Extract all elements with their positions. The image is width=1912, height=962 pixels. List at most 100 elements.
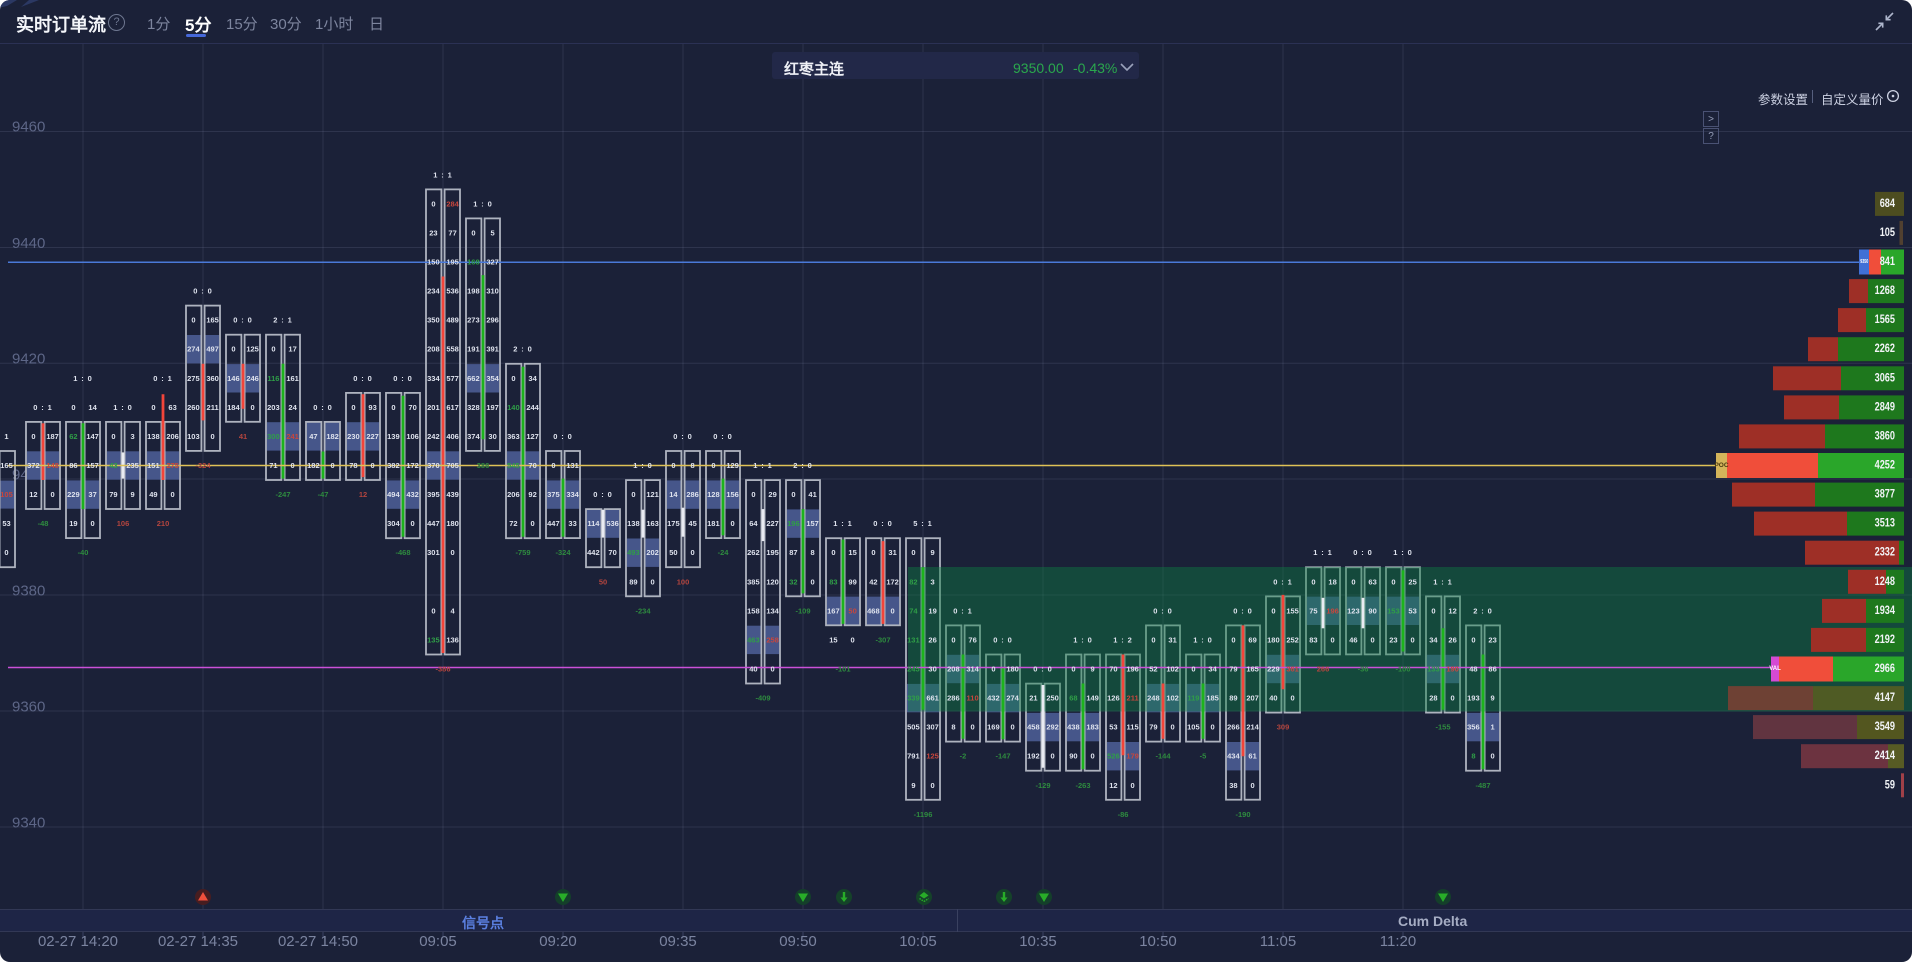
svg-text:1 : 0: 1 : 0 — [1193, 635, 1213, 644]
svg-text:439: 439 — [446, 490, 459, 499]
svg-text:68: 68 — [1069, 694, 1077, 703]
svg-text:-86: -86 — [1118, 810, 1129, 819]
svg-text:301: 301 — [427, 548, 440, 557]
svg-text:9340: 9340 — [12, 815, 45, 832]
svg-text:617: 617 — [446, 403, 459, 412]
svg-text:125: 125 — [246, 345, 259, 354]
svg-text:17: 17 — [288, 345, 296, 354]
svg-text:-109: -109 — [795, 606, 810, 615]
svg-text:360: 360 — [206, 374, 219, 383]
svg-text:120: 120 — [766, 577, 779, 586]
svg-text:0: 0 — [371, 461, 375, 470]
svg-text:536: 536 — [606, 519, 619, 528]
svg-text:183: 183 — [1086, 723, 1099, 732]
svg-text:0: 0 — [171, 490, 175, 499]
svg-text:386: 386 — [477, 461, 490, 470]
svg-text:148: 148 — [46, 461, 59, 470]
svg-text:432: 432 — [406, 490, 419, 499]
svg-text:210: 210 — [157, 519, 170, 528]
svg-text:40: 40 — [749, 665, 757, 674]
svg-text:0: 0 — [831, 548, 835, 557]
svg-text:-24: -24 — [718, 548, 730, 557]
svg-text:229: 229 — [1267, 665, 1280, 674]
svg-text:33: 33 — [568, 519, 576, 528]
svg-text:0: 0 — [4, 548, 8, 557]
svg-text:163: 163 — [646, 519, 659, 528]
svg-text:0: 0 — [411, 519, 415, 528]
svg-text:70: 70 — [1109, 665, 1117, 674]
svg-text:0: 0 — [791, 490, 795, 499]
svg-text:0 : 1: 0 : 1 — [1273, 577, 1293, 586]
svg-text:0: 0 — [1071, 665, 1075, 674]
svg-text:0 : 0: 0 : 0 — [1033, 665, 1053, 674]
svg-text:536: 536 — [446, 287, 459, 296]
svg-text:180: 180 — [1267, 635, 1280, 644]
svg-text:214: 214 — [1246, 723, 1259, 732]
svg-text:196: 196 — [1126, 665, 1139, 674]
svg-text:53: 53 — [1109, 723, 1117, 732]
svg-text:296: 296 — [486, 316, 499, 325]
svg-text:121: 121 — [646, 490, 659, 499]
svg-text:71: 71 — [269, 461, 277, 470]
svg-text:-409: -409 — [755, 694, 770, 703]
svg-text:1 : 0: 1 : 0 — [73, 374, 93, 383]
svg-text:0: 0 — [1451, 694, 1455, 703]
svg-text:79: 79 — [1149, 723, 1157, 732]
svg-text:-2: -2 — [960, 752, 967, 761]
svg-text:92: 92 — [528, 490, 536, 499]
svg-text:447: 447 — [547, 519, 560, 528]
svg-text:3: 3 — [931, 577, 935, 586]
svg-text:49: 49 — [149, 490, 157, 499]
svg-text:0: 0 — [1411, 635, 1415, 644]
svg-text:375: 375 — [547, 490, 560, 499]
svg-text:0: 0 — [951, 635, 955, 644]
svg-text:196: 196 — [787, 519, 800, 528]
svg-text:165: 165 — [0, 461, 13, 470]
svg-text:-47: -47 — [318, 490, 329, 499]
svg-text:0: 0 — [71, 403, 75, 412]
svg-text:VAL: VAL — [1769, 666, 1781, 672]
svg-text:79: 79 — [109, 490, 117, 499]
svg-text:442: 442 — [587, 548, 600, 557]
svg-text:45: 45 — [688, 519, 696, 528]
svg-text:30: 30 — [488, 432, 496, 441]
svg-text:0: 0 — [1211, 723, 1215, 732]
svg-text:165: 165 — [1246, 665, 1259, 674]
svg-text:195: 195 — [766, 548, 779, 557]
svg-text:3065: 3065 — [1875, 372, 1896, 384]
svg-text:662: 662 — [467, 374, 480, 383]
svg-text:0 : 0: 0 : 0 — [313, 403, 333, 412]
svg-text:150: 150 — [427, 258, 440, 267]
svg-text:2966: 2966 — [1875, 663, 1895, 675]
svg-text:14: 14 — [669, 490, 678, 499]
svg-text:191: 191 — [467, 345, 480, 354]
svg-text:0: 0 — [251, 403, 255, 412]
svg-text:129: 129 — [726, 461, 739, 470]
svg-text:434: 434 — [1227, 752, 1240, 761]
svg-text:-155: -155 — [1435, 723, 1450, 732]
svg-text:180: 180 — [1006, 665, 1019, 674]
svg-text:458: 458 — [1027, 723, 1040, 732]
svg-text:1 : 0: 1 : 0 — [473, 199, 493, 208]
svg-text:0: 0 — [431, 606, 435, 615]
svg-text:241: 241 — [286, 432, 299, 441]
svg-text:273: 273 — [467, 316, 480, 325]
svg-text:9: 9 — [911, 781, 915, 790]
svg-text:52: 52 — [1149, 665, 1157, 674]
svg-text:0: 0 — [991, 665, 995, 674]
svg-text:4252: 4252 — [1875, 460, 1895, 472]
svg-text:23: 23 — [1389, 635, 1397, 644]
svg-text:0: 0 — [451, 548, 455, 557]
svg-text:-40: -40 — [78, 548, 89, 557]
svg-text:0: 0 — [1371, 635, 1375, 644]
svg-text:0: 0 — [1051, 752, 1055, 761]
svg-text:86: 86 — [1488, 665, 1496, 674]
svg-text:227: 227 — [366, 432, 379, 441]
svg-text:0: 0 — [651, 577, 655, 586]
svg-text:3513: 3513 — [1875, 518, 1895, 530]
svg-text:0: 0 — [1151, 635, 1155, 644]
svg-text:100: 100 — [677, 577, 690, 586]
svg-text:356: 356 — [1467, 723, 1480, 732]
svg-text:300: 300 — [267, 432, 280, 441]
svg-text:19: 19 — [928, 606, 936, 615]
